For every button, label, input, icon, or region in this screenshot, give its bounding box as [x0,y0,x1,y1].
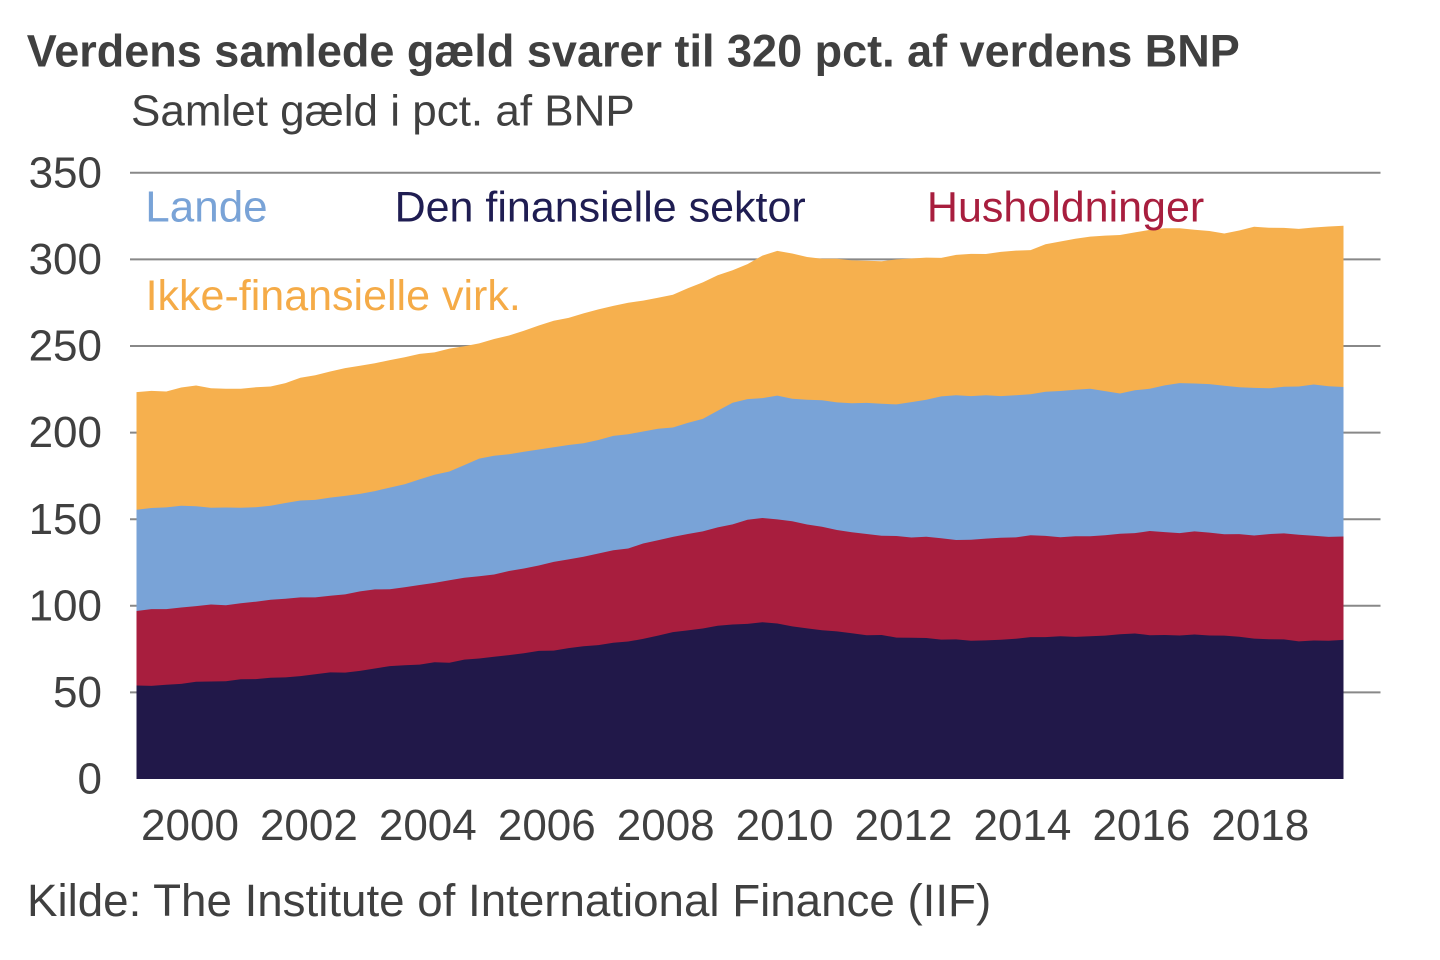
svg-text:2018: 2018 [1211,801,1309,850]
svg-text:200: 200 [29,408,102,457]
svg-text:2012: 2012 [855,801,953,850]
svg-text:2002: 2002 [260,801,358,850]
svg-text:Samlet gæld i pct. af BNP: Samlet gæld i pct. af BNP [131,87,635,136]
svg-text:0: 0 [78,755,102,804]
svg-text:2016: 2016 [1092,801,1190,850]
svg-text:150: 150 [29,495,102,544]
svg-text:2008: 2008 [617,801,715,850]
svg-text:Kilde: The Institute of Intern: Kilde: The Institute of International Fi… [27,875,991,926]
svg-text:300: 300 [29,235,102,284]
svg-text:100: 100 [29,581,102,630]
svg-text:2010: 2010 [736,801,834,850]
svg-text:350: 350 [29,148,102,197]
svg-text:50: 50 [53,668,102,717]
svg-text:Husholdninger: Husholdninger [927,184,1204,232]
svg-text:2000: 2000 [141,801,239,850]
svg-text:Verdens samlede gæld svarer ti: Verdens samlede gæld svarer til 320 pct.… [27,26,1240,77]
svg-text:2006: 2006 [498,801,596,850]
svg-text:Lande: Lande [145,183,267,232]
svg-text:2014: 2014 [973,801,1071,850]
svg-text:250: 250 [29,322,102,371]
svg-text:Ikke-finansielle virk.: Ikke-finansielle virk. [146,272,521,320]
svg-text:2004: 2004 [379,801,477,850]
svg-text:Den finansielle sektor: Den finansielle sektor [395,184,806,232]
